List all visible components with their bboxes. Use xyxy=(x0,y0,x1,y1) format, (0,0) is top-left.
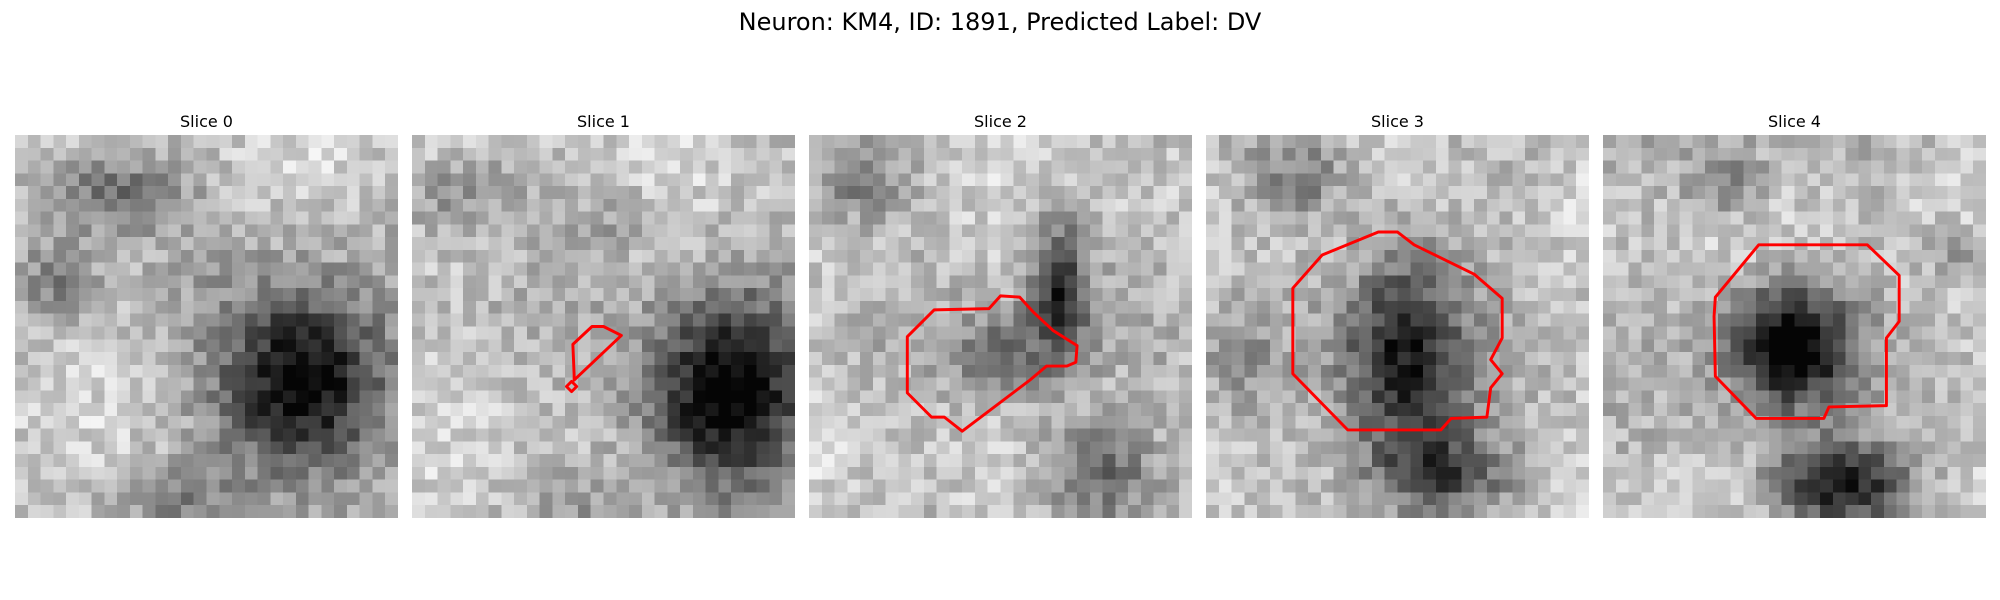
slice-pixel-grid xyxy=(809,135,1192,518)
slice-image-0 xyxy=(15,135,398,518)
slice-title-4: Slice 4 xyxy=(1768,112,1821,131)
slice-2-contour-0 xyxy=(905,294,1079,433)
slice-3-contour-0 xyxy=(1291,230,1504,432)
slice-image-2 xyxy=(809,135,1192,518)
slice-panel-3: Slice 3 xyxy=(1206,110,1589,518)
slice-panel-2: Slice 2 xyxy=(809,110,1192,518)
slice-title-0: Slice 0 xyxy=(180,112,233,131)
slice-panel-4: Slice 4 xyxy=(1603,110,1986,518)
slice-panel-0: Slice 0 xyxy=(15,110,398,518)
slice-pixel-grid xyxy=(15,135,398,518)
slice-image-1 xyxy=(412,135,795,518)
slice-pixel-grid xyxy=(1206,135,1589,518)
slice-title-3: Slice 3 xyxy=(1371,112,1424,131)
slice-title-1: Slice 1 xyxy=(577,112,630,131)
slice-1-contour-1 xyxy=(565,379,579,394)
slice-pixel-grid xyxy=(412,135,795,518)
slice-image-4 xyxy=(1603,135,1986,518)
slice-pixel-grid xyxy=(1603,135,1986,518)
figure-title: Neuron: KM4, ID: 1891, Predicted Label: … xyxy=(738,8,1262,36)
slice-title-2: Slice 2 xyxy=(974,112,1027,131)
slice-4-contour-0 xyxy=(1712,243,1901,420)
slice-panel-1: Slice 1 xyxy=(412,110,795,518)
slice-1-contour-0 xyxy=(571,325,623,382)
slice-image-3 xyxy=(1206,135,1589,518)
